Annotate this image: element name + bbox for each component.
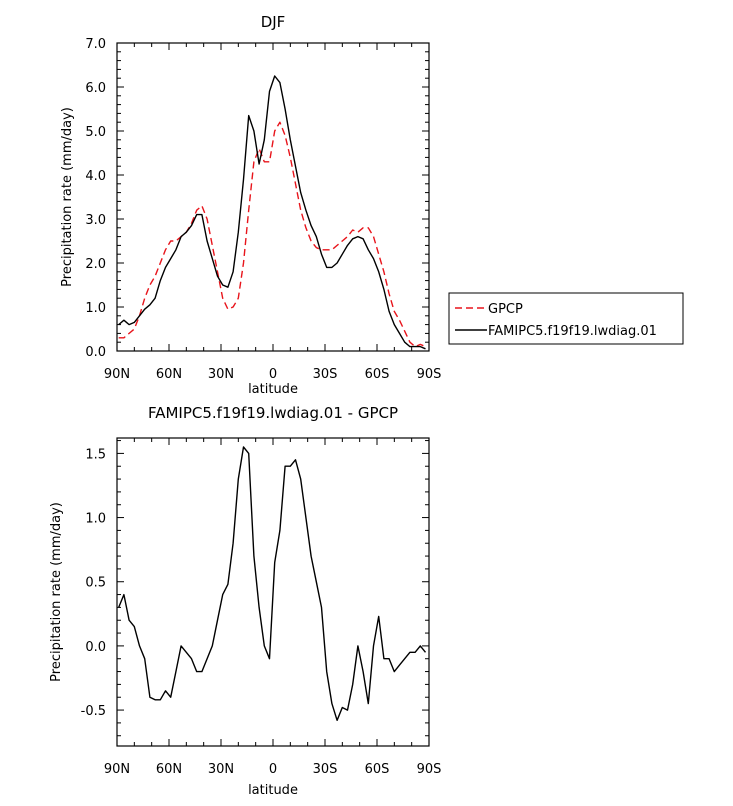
legend-box [448, 292, 684, 345]
bottom-y-tick-label: 1.0 [85, 512, 106, 527]
legend: GPCP FAMIPC5.f19f19.lwdiag.01 [448, 292, 684, 345]
top-y-tick-label: 7.0 [85, 37, 106, 52]
top-x-axis-label: latitude [248, 382, 298, 397]
top-y-tick-label: 4.0 [85, 169, 106, 184]
top-y-tick-label: 3.0 [85, 213, 106, 228]
top-x-tick-label: 90N [104, 367, 130, 382]
top-y-tick-label: 5.0 [85, 125, 106, 140]
bottom-series-line-difference [118, 446, 427, 721]
top-x-tick-label: 90S [417, 367, 442, 382]
bottom-y-axis-label: Precipitation rate (mm/day) [49, 502, 64, 682]
top-panel: DJF 90N 60N 30N 0 30S 60S 90S 0.0 1.0 2.0 3.0 4.0 5.… [60, 13, 684, 397]
top-y-tick-label: 6.0 [85, 81, 106, 96]
legend-label-gpcp: GPCP [488, 302, 523, 317]
top-plot-frame [116, 42, 430, 352]
top-y-axis-label: Precipitation rate (mm/day) [60, 107, 75, 287]
top-x-tick-label: 60N [156, 367, 182, 382]
bottom-x-tick-label: 30S [313, 762, 338, 777]
bottom-x-tick-label: 60S [365, 762, 390, 777]
bottom-y-tick-label: 0.0 [85, 640, 106, 655]
bottom-x-tick-label: 0 [269, 762, 277, 777]
bottom-panel: FAMIPC5.f19f19.lwdiag.01 - GPCP 90N 60N 30… [49, 404, 441, 798]
legend-label-model: FAMIPC5.f19f19.lwdiag.01 [488, 324, 657, 339]
top-series-line-model [118, 75, 426, 350]
top-y-tick-label: 1.0 [85, 301, 106, 316]
top-y-tick-label: 0.0 [85, 345, 106, 360]
top-y-tick-label: 2.0 [85, 257, 106, 272]
top-x-tick-label: 0 [269, 367, 277, 382]
top-x-tick-label: 60S [365, 367, 390, 382]
bottom-y-tick-label: 1.5 [85, 447, 106, 462]
bottom-chart-title: FAMIPC5.f19f19.lwdiag.01 - GPCP [148, 404, 398, 422]
bottom-x-tick-label: 30N [208, 762, 234, 777]
top-x-tick-label: 30N [208, 367, 234, 382]
top-x-tick-label: 30S [313, 367, 338, 382]
bottom-y-tick-label: 0.5 [85, 576, 106, 591]
top-series-line-gpcp [118, 121, 426, 348]
bottom-y-tick-label: -0.5 [81, 704, 106, 719]
bottom-x-tick-label: 90N [104, 762, 130, 777]
bottom-x-tick-label: 60N [156, 762, 182, 777]
bottom-x-tick-label: 90S [417, 762, 442, 777]
bottom-x-axis-label: latitude [248, 783, 298, 798]
top-chart-title: DJF [261, 13, 286, 31]
